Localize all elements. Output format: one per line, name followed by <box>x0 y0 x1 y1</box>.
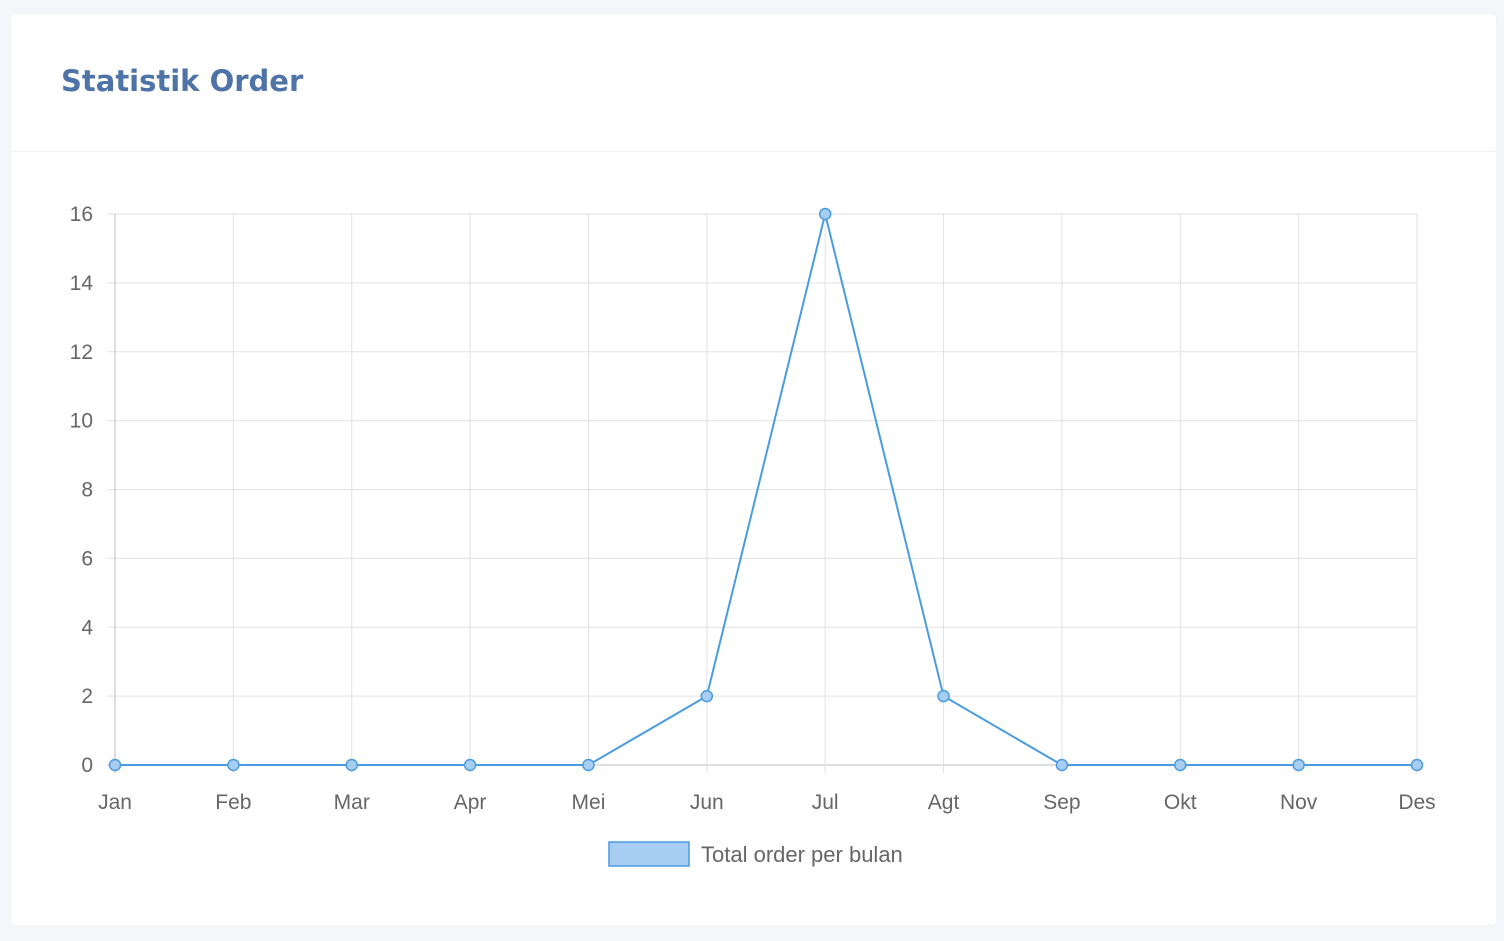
data-point[interactable] <box>700 689 714 703</box>
data-point[interactable] <box>1055 758 1069 772</box>
data-points <box>108 207 1424 772</box>
x-tick-label: Jul <box>812 791 839 814</box>
x-tick-label: Nov <box>1280 791 1318 814</box>
data-point[interactable] <box>937 689 950 703</box>
series-lines <box>115 213 1417 766</box>
y-tick-label: 16 <box>70 203 93 226</box>
data-point[interactable] <box>108 758 122 772</box>
y-tick-label: 0 <box>81 754 93 777</box>
y-tick-label: 8 <box>81 479 93 502</box>
x-tick-label: Mar <box>334 791 370 814</box>
legend[interactable]: Total order per bulan <box>608 841 903 867</box>
series-line <box>115 213 1417 766</box>
x-tick-label: Feb <box>215 791 251 814</box>
data-point[interactable] <box>1410 758 1424 772</box>
data-point[interactable] <box>345 758 358 772</box>
card-header: Statistik Order <box>11 14 1496 152</box>
y-tick-label: 4 <box>81 616 93 639</box>
data-point[interactable] <box>1292 758 1305 772</box>
data-point[interactable] <box>582 758 595 772</box>
x-tick-label: Agt <box>928 791 960 814</box>
y-tick-label: 10 <box>70 410 93 433</box>
grid <box>107 213 1418 773</box>
data-point[interactable] <box>227 758 240 772</box>
axes: 0 2 4 6 8 10 12 14 16 Jan Feb Mar Apr Mei Jun Jul Agt Sep… <box>70 203 1436 814</box>
data-point[interactable] <box>1174 758 1187 772</box>
legend-label[interactable]: Total order per bulan <box>701 842 903 867</box>
x-tick-label: Apr <box>454 791 487 814</box>
data-point[interactable] <box>463 758 477 772</box>
x-tick-label: Okt <box>1164 791 1197 814</box>
chart-card: Statistik Order <box>11 14 1496 925</box>
legend-swatch[interactable] <box>608 841 690 867</box>
y-tick-label: 2 <box>81 685 93 708</box>
x-tick-label: Sep <box>1043 791 1080 814</box>
x-tick-label: Des <box>1398 791 1435 814</box>
card-title: Statistik Order <box>61 64 304 98</box>
x-tick-label: Jun <box>690 791 724 814</box>
y-tick-label: 14 <box>70 272 94 295</box>
data-point[interactable] <box>818 207 832 221</box>
y-tick-label: 6 <box>81 547 93 570</box>
y-tick-label: 12 <box>70 341 93 364</box>
x-tick-label: Mei <box>572 791 606 814</box>
x-tick-label: Jan <box>98 791 132 814</box>
